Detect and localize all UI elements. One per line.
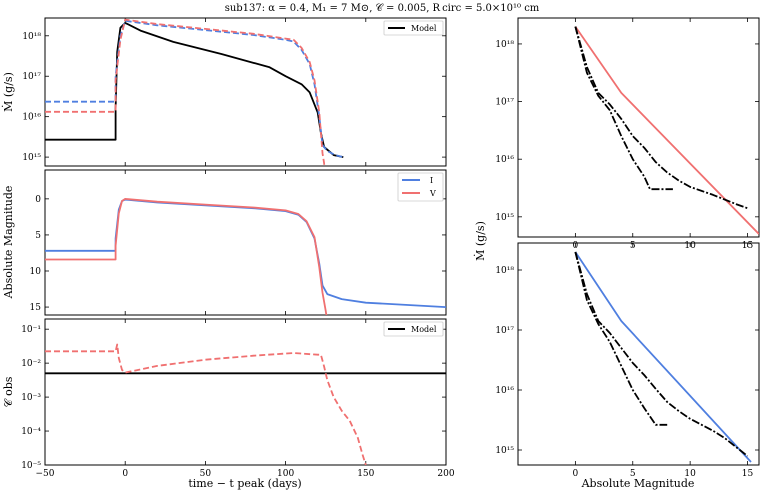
cobs_vs_time-xtick-label: −50 xyxy=(36,469,55,479)
legend-V-label: V xyxy=(429,189,436,198)
ylabel-right: Ṁ (g/s) xyxy=(473,221,487,261)
panel-cobs-time xyxy=(44,318,447,466)
mdot_vs_time-series-v xyxy=(45,18,326,166)
legend-absmag: I V xyxy=(397,172,444,202)
legend-I-label: I xyxy=(430,176,433,185)
mdot_vs_mag_V-series-v xyxy=(574,26,759,235)
cobs_vs_time-xtick-label: 150 xyxy=(357,469,374,479)
absmag_vs_time-ytick-label: 5 xyxy=(35,231,41,241)
mdot_vs_mag_I-xtick-label: 15 xyxy=(742,469,754,479)
mdot_vs_mag_I-series-i xyxy=(574,251,752,463)
mdot_vs_mag_V-ytick-label: 10¹⁷ xyxy=(495,98,514,108)
mdot_vs_time-series-model xyxy=(45,21,344,158)
absmag_vs_time-ytick-label: 0 xyxy=(35,195,41,205)
cobs_vs_time-xtick-label: 200 xyxy=(437,469,454,479)
cobs_vs_time-ytick-label: 10⁻² xyxy=(21,359,41,369)
mdot_vs_time-series-i xyxy=(45,19,344,158)
legend-model-label: Model xyxy=(411,24,437,33)
absmag_vs_time-ytick-label: 10 xyxy=(30,267,42,277)
ylabel-cobs: 𝒞 obs xyxy=(2,376,15,407)
mdot_vs_time-ytick-label: 10¹⁸ xyxy=(22,32,41,42)
cobs_vs_time-ytick-label: 10⁻⁵ xyxy=(21,461,41,471)
cobs_vs_time-xtick-label: 50 xyxy=(200,469,212,479)
xlabel-time: time − t peak (days) xyxy=(188,477,301,490)
mdot_vs_mag_I-series-model-2 xyxy=(574,251,668,426)
cobs_vs_time-xtick-label: 100 xyxy=(277,469,294,479)
cobs_vs_time-series-v xyxy=(45,343,367,465)
panel-mdot-mag-I xyxy=(517,242,760,466)
mdot_vs_mag_V-ytick-label: 10¹⁵ xyxy=(495,213,514,223)
legend-cobs: Model xyxy=(383,321,444,337)
mdot_vs_mag_V-series-model-2 xyxy=(574,26,673,191)
mdot_vs_mag_I-ytick-label: 10¹⁵ xyxy=(495,446,514,456)
mdot_vs_mag_I-ytick-label: 10¹⁷ xyxy=(495,326,514,336)
absmag_vs_time-ytick-label: 15 xyxy=(30,303,42,313)
panel-mdot-mag-V xyxy=(517,17,760,238)
mdot_vs_time-ytick-label: 10¹⁵ xyxy=(22,153,41,163)
mdot_vs_mag_V-ytick-label: 10¹⁶ xyxy=(495,155,514,165)
mdot_vs_time-ytick-label: 10¹⁶ xyxy=(22,113,41,123)
mdot_vs_mag_V-series-model-1 xyxy=(574,26,748,210)
absmag_vs_time-series-v xyxy=(45,197,328,315)
cobs_vs_time-ytick-label: 10⁻¹ xyxy=(21,325,41,335)
mdot_vs_mag_I-xtick-label: 10 xyxy=(684,469,696,479)
mdot_vs_time-ytick-label: 10¹⁷ xyxy=(22,72,41,82)
mdot_vs_mag_I-ytick-label: 10¹⁶ xyxy=(495,386,514,396)
panel-mdot-time xyxy=(44,17,447,167)
mdot_vs_mag_I-xtick-label: 0 xyxy=(573,469,579,479)
absmag_vs_time-series-i xyxy=(45,198,446,308)
mdot_vs_mag_V-ytick-label: 10¹⁸ xyxy=(495,40,514,50)
cobs_vs_time-xtick-label: 0 xyxy=(122,469,128,479)
ylabel-mdot: Ṁ (g/s) xyxy=(1,72,15,112)
figure-title: sub137: α = 0.4, M₁ = 7 M⊙, 𝒞 = 0.005, R… xyxy=(225,3,540,14)
cobs_vs_time-ytick-label: 10⁻³ xyxy=(21,393,41,403)
panel-mag-time xyxy=(44,169,447,316)
mdot_vs_mag_I-xtick-label: 5 xyxy=(630,469,636,479)
xlabel-absmag: Absolute Magnitude xyxy=(581,477,695,490)
legend-cobs-model-label: Model xyxy=(411,325,437,334)
mdot_vs_mag_I-series-model-1 xyxy=(574,251,749,457)
cobs_vs_time-ytick-label: 10⁻⁴ xyxy=(21,427,41,437)
ylabel-absmag: Absolute Magnitude xyxy=(2,186,15,300)
legend-mdot: Model xyxy=(383,20,444,36)
mdot_vs_mag_I-ytick-label: 10¹⁸ xyxy=(495,266,514,276)
